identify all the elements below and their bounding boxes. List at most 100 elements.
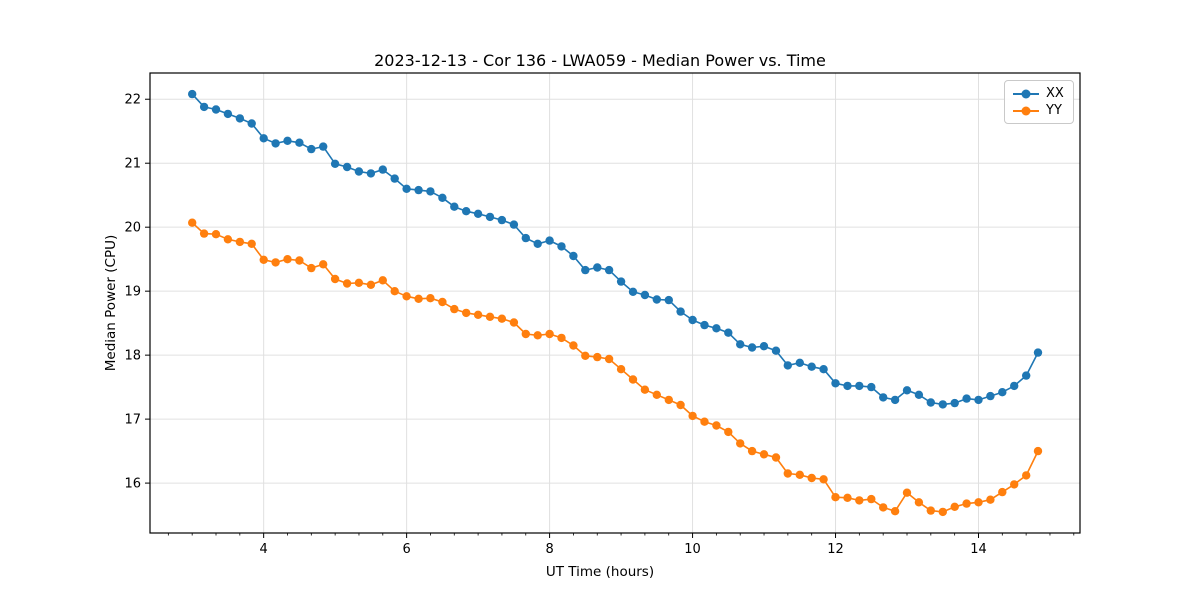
series-xx-marker xyxy=(819,365,828,374)
series-xx-marker xyxy=(771,346,781,355)
series-xx-marker xyxy=(199,102,209,112)
series-xx-marker xyxy=(509,220,519,229)
series-yy-marker xyxy=(652,390,661,399)
series-xx-marker xyxy=(330,159,340,168)
series-yy-marker xyxy=(747,446,757,456)
series-yy-marker xyxy=(890,507,900,516)
legend-item-xx: XX xyxy=(1013,85,1065,102)
series-yy-marker xyxy=(1033,446,1043,456)
series-yy-marker xyxy=(843,493,852,502)
series-yy-marker xyxy=(307,263,316,273)
x-tick-label: 14 xyxy=(970,542,987,557)
series-yy-marker xyxy=(485,312,495,321)
series-yy-marker xyxy=(211,230,221,239)
series-yy-marker xyxy=(616,365,626,374)
series-yy-marker xyxy=(438,297,447,307)
series-xx-marker xyxy=(700,320,709,330)
series-yy-marker xyxy=(879,503,888,512)
series-yy-marker xyxy=(640,385,650,394)
y-tick-label: 17 xyxy=(124,413,141,428)
series-xx-marker xyxy=(307,144,316,154)
series-xx-marker xyxy=(366,169,376,178)
series-xx-marker xyxy=(1033,348,1043,357)
series-yy-marker xyxy=(962,499,971,508)
series-yy-marker xyxy=(473,310,483,319)
series-xx-marker xyxy=(426,187,435,196)
series-yy-marker xyxy=(414,294,423,303)
series-xx-marker xyxy=(235,114,245,123)
series-xx-marker xyxy=(855,381,864,391)
series-xx-marker xyxy=(640,290,650,300)
series-xx-marker xyxy=(521,233,530,243)
series-yy-marker xyxy=(319,260,328,269)
series-yy-marker xyxy=(557,333,566,343)
series-xx-marker xyxy=(354,167,364,176)
series-yy-marker xyxy=(521,329,530,339)
series-yy-marker xyxy=(426,294,435,303)
series-xx-marker xyxy=(795,358,804,367)
series-xx-marker xyxy=(581,265,590,275)
series-xx-marker xyxy=(545,236,554,245)
series-xx-marker xyxy=(378,165,387,174)
series-xx-marker xyxy=(473,209,483,218)
x-tick-label: 8 xyxy=(545,542,553,557)
series-yy-marker xyxy=(998,487,1007,497)
series-xx-marker xyxy=(557,242,566,251)
series-yy-marker xyxy=(354,278,364,287)
series-xx-marker xyxy=(438,193,447,202)
x-tick-label: 4 xyxy=(260,542,268,557)
series-yy-marker xyxy=(295,256,304,265)
series-xx-marker xyxy=(271,139,280,148)
series-xx-marker xyxy=(604,265,614,275)
series-yy-marker xyxy=(628,375,638,384)
series-yy-line xyxy=(191,222,1039,513)
series-yy-marker xyxy=(759,450,769,459)
series-yy-marker xyxy=(247,239,256,248)
series-yy-marker xyxy=(1021,471,1031,480)
series-yy-marker xyxy=(736,439,745,448)
series-yy-marker xyxy=(283,255,292,264)
series-xx-marker xyxy=(974,395,983,405)
series-yy-marker xyxy=(974,498,983,507)
series-xx-marker xyxy=(688,315,697,325)
series-xx-marker xyxy=(390,174,399,183)
series-yy-marker xyxy=(664,395,673,405)
series-yy-marker xyxy=(462,308,471,318)
series-xx-marker xyxy=(736,340,745,349)
plot-area xyxy=(149,72,1081,534)
series-yy-marker xyxy=(831,493,840,502)
series-yy-marker xyxy=(950,502,959,511)
series-yy-marker xyxy=(712,421,721,430)
legend: XX YY xyxy=(1004,80,1074,124)
series-xx-marker xyxy=(938,400,947,409)
series-xx-marker xyxy=(724,328,733,337)
series-xx-marker xyxy=(462,207,471,216)
series-xx-marker xyxy=(998,388,1007,397)
series-xx-marker xyxy=(283,136,292,145)
series-xx-marker xyxy=(247,119,256,128)
series-yy-marker xyxy=(855,496,864,505)
series-yy-marker xyxy=(771,453,781,462)
series-yy-marker xyxy=(545,329,554,339)
series-xx-marker xyxy=(342,162,352,172)
series-yy-marker xyxy=(366,280,376,289)
series-yy-marker xyxy=(724,427,733,437)
series-yy-marker xyxy=(497,314,507,323)
series-yy-marker xyxy=(938,507,947,517)
series-xx-marker xyxy=(843,381,852,391)
series-yy-marker xyxy=(509,318,519,327)
series-xx-marker xyxy=(914,390,924,399)
chart-title: 2023-12-13 - Cor 136 - LWA059 - Median P… xyxy=(374,51,826,70)
legend-item-yy: YY xyxy=(1013,102,1065,119)
series-xx-marker xyxy=(616,277,626,286)
series-xx-marker xyxy=(879,393,888,402)
series-xx-marker xyxy=(747,343,757,352)
series-xx-marker xyxy=(986,391,995,401)
series-yy-marker xyxy=(569,341,578,350)
series-yy-marker xyxy=(914,498,924,507)
series-xx-marker xyxy=(450,202,459,211)
series-xx-marker xyxy=(259,134,268,143)
series-xx-marker xyxy=(1010,381,1019,391)
series-yy-marker xyxy=(330,274,340,284)
